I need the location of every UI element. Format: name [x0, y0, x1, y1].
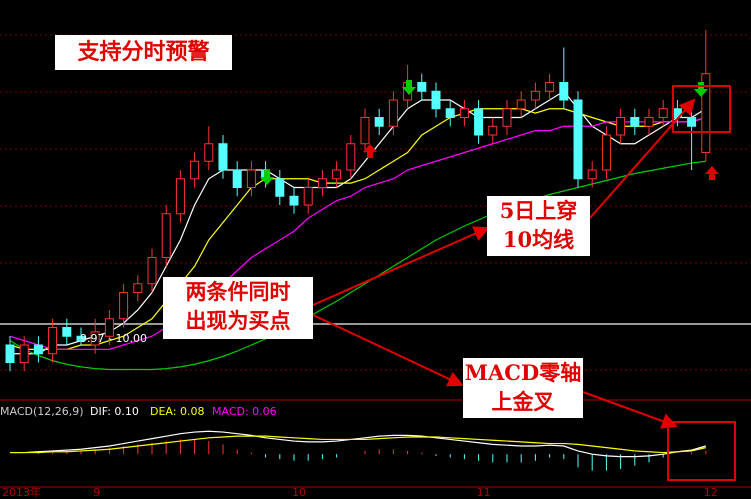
candle-body — [502, 108, 512, 127]
candle-body — [76, 335, 86, 342]
candle-body — [658, 108, 668, 118]
note: MACD零轴 — [464, 360, 582, 385]
candle-body — [545, 82, 555, 92]
candle-body — [246, 169, 256, 188]
candle-body — [218, 143, 228, 171]
callouts — [312, 85, 736, 481]
candle-body — [346, 143, 356, 171]
candle-body — [33, 344, 43, 355]
candle-body — [445, 108, 455, 118]
candle-body — [687, 117, 697, 127]
x-tick-label: 2013年 — [2, 485, 41, 499]
moving-average — [9, 116, 706, 350]
note: 上金叉 — [491, 389, 555, 414]
macd-label: DIF: 0.10 — [90, 405, 139, 418]
candle-body — [516, 99, 526, 110]
candle-body — [587, 169, 597, 180]
moving-average — [10, 90, 707, 355]
x-tick-label: 11 — [477, 486, 491, 499]
candle-body — [374, 117, 384, 127]
signal-arrows — [260, 80, 719, 185]
candle-body — [317, 178, 327, 188]
candle-body — [459, 108, 469, 118]
moving-average — [9, 108, 706, 350]
candle-body — [90, 331, 100, 346]
level-label: 9.97 - 10.00 — [80, 332, 147, 345]
candle-body — [431, 90, 441, 110]
candle-body — [275, 178, 285, 197]
candle-body — [417, 82, 427, 92]
note: 出现为买点 — [185, 308, 291, 333]
candle-body — [630, 117, 640, 127]
candle-body — [5, 344, 15, 363]
candle-body — [19, 344, 29, 363]
title: 支持分时预警 — [77, 39, 210, 65]
title-box: 支持分时预警 — [55, 35, 232, 70]
note: 5日上穿 — [499, 198, 578, 223]
note: 10均线 — [502, 227, 575, 252]
candle-body — [530, 90, 540, 101]
candle-body — [644, 117, 654, 127]
candle-body — [147, 257, 157, 285]
dif-line — [10, 430, 706, 458]
candle-body — [601, 134, 611, 171]
candle-body — [616, 117, 626, 136]
cross-box: 5日上穿 10均线 — [487, 196, 590, 256]
candle-body — [175, 178, 185, 215]
macd-label: MACD(12,26,9) — [0, 405, 84, 418]
buy-box: 两条件同时出现为买点 — [163, 277, 313, 339]
x-tick-label: 9 — [93, 486, 100, 499]
macd-label: DEA: 0.08 — [150, 405, 204, 418]
x-tick-label: 10 — [292, 486, 306, 499]
note: 两条件同时 — [185, 279, 291, 304]
candle-body — [388, 99, 398, 127]
candle-body — [701, 73, 711, 153]
moving-average — [9, 160, 706, 371]
dea-line — [10, 435, 706, 454]
candle-body — [488, 125, 498, 136]
macd-label: MACD: 0.06 — [212, 405, 277, 418]
candle-body — [204, 143, 214, 162]
candle-body — [573, 99, 583, 180]
candle-body — [559, 82, 569, 101]
candle-body — [232, 169, 242, 188]
candle-body — [119, 292, 129, 320]
candle-body — [303, 187, 313, 206]
candle-body — [474, 108, 484, 136]
x-tick-label: 12 — [704, 486, 718, 499]
candle-body — [62, 327, 72, 337]
candle-body — [289, 195, 299, 206]
candle-body — [332, 169, 342, 180]
golden-box: MACD零轴 上金叉 — [463, 358, 583, 418]
candle-body — [190, 160, 200, 180]
candle-body — [133, 283, 143, 293]
candle-body — [161, 213, 171, 258]
candle-body — [360, 117, 370, 145]
candle-body — [104, 318, 114, 337]
candle-body — [48, 327, 58, 355]
